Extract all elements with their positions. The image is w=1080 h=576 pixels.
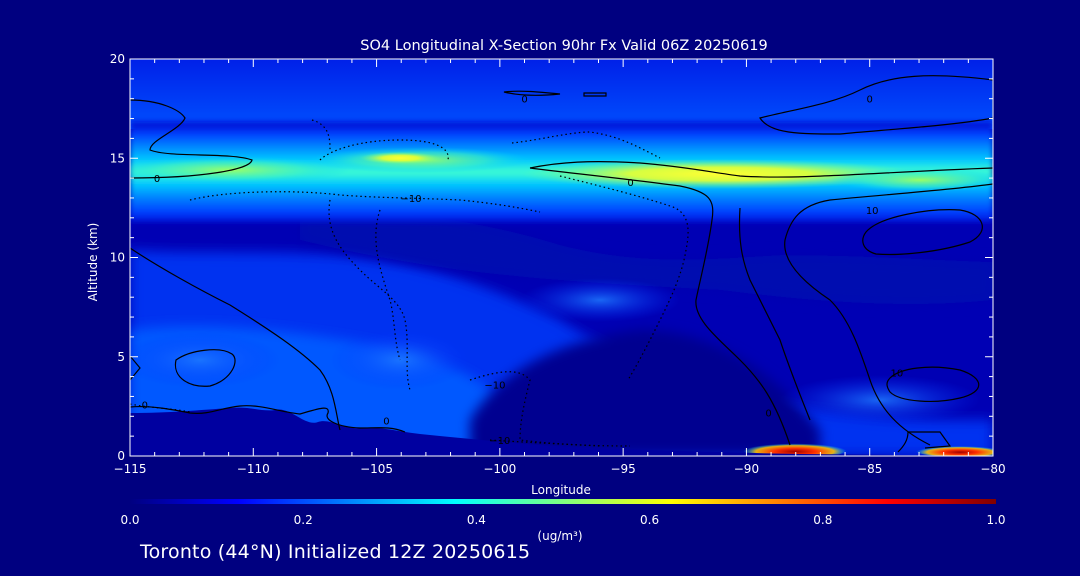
contour-label: 0 [154, 174, 160, 185]
band-yellow-east [520, 159, 920, 189]
contour-label: 10 [890, 369, 903, 380]
colorbar-tick-label: 0.2 [294, 513, 313, 527]
contour-label: −10 [484, 381, 505, 392]
x-tick-label: −85 [857, 462, 882, 476]
surface-hotspot-1 [743, 442, 847, 456]
upper-field [130, 59, 993, 129]
x-axis: −115 −110 −105 −100 −95 −90 −85 −80 [114, 59, 1006, 476]
dark-mid-region [300, 211, 993, 305]
contour-label: −10 [489, 436, 510, 447]
band-green-west [130, 156, 350, 184]
contour-labels: 0 0 0 0 0 −10 10 0 0 −10 −10 0 10 [142, 95, 1016, 447]
contour-label: 0 [142, 400, 148, 411]
blue-patch-4 [780, 375, 980, 425]
contour-label: 0 [1010, 164, 1016, 175]
surface-hotspot-2 [916, 445, 993, 456]
footer-caption: Toronto (44°N) Initialized 12Z 20250615 [140, 541, 531, 563]
x-tick-label: −105 [360, 462, 393, 476]
y-tick-label: 0 [117, 449, 125, 463]
x-tick-label: −115 [114, 462, 147, 476]
y-tick-label: 10 [110, 251, 125, 265]
x-tick-label: −80 [980, 462, 1005, 476]
x-tick-label: −110 [237, 462, 270, 476]
contour-label: 0 [383, 416, 389, 427]
blue-patch-1 [130, 332, 280, 388]
y-tick-label: 15 [110, 151, 125, 165]
y-axis: 0 5 10 15 20 [110, 52, 993, 463]
plot-area: 0 0 0 0 0 −10 10 0 0 −10 −10 0 10 [130, 59, 1016, 456]
blue-patch-3 [520, 278, 680, 322]
contour-label: −10 [401, 194, 422, 205]
chart-title: SO4 Longitudinal X-Section 90hr Fx Valid… [360, 38, 767, 54]
contour-label: 0 [867, 95, 873, 106]
band-yellow-mid [360, 152, 440, 164]
y-axis-label: Altitude (km) [86, 223, 100, 302]
contour-label: 0 [627, 178, 633, 189]
colorbar-tick-label: 0.6 [640, 513, 659, 527]
contour-label: 0 [765, 408, 771, 419]
colorbar-ticks: 0.0 0.2 0.4 0.6 0.8 1.0 [120, 513, 1005, 527]
y-tick-label: 5 [117, 350, 125, 364]
x-tick-label: −95 [610, 462, 635, 476]
colorbar-tick-label: 0.0 [120, 513, 139, 527]
x-tick-label: −90 [734, 462, 759, 476]
contours-solid [130, 75, 993, 453]
colorbar-tick-label: 0.4 [467, 513, 486, 527]
dark-central-region [470, 330, 820, 456]
contour-label: 10 [866, 206, 879, 217]
colorbar [130, 499, 996, 504]
contours-dotted [130, 119, 689, 447]
colorbar-unit-label: (ug/m³) [537, 529, 582, 543]
x-axis-label: Longitude [531, 483, 591, 497]
terrain [130, 407, 993, 456]
contour-label: 0 [521, 95, 527, 106]
colorbar-tick-label: 0.8 [813, 513, 832, 527]
colorbar-tick-label: 1.0 [986, 513, 1005, 527]
y-tick-label: 20 [110, 52, 125, 66]
x-tick-label: −100 [483, 462, 516, 476]
